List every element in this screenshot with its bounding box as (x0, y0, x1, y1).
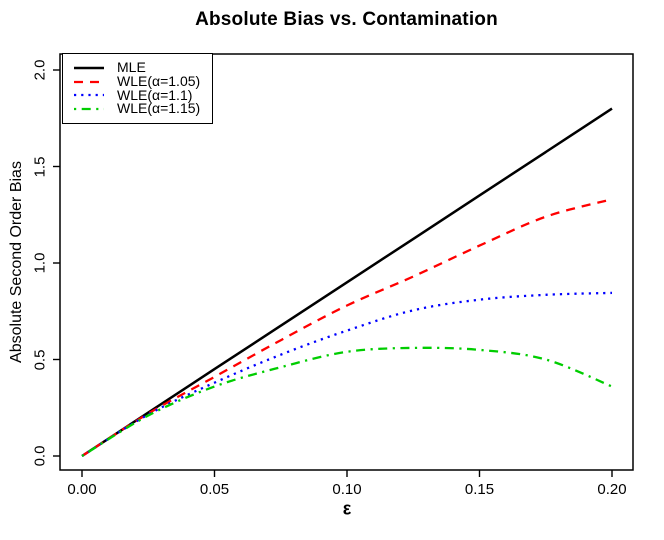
legend-entry: WLE(α=1.15) (74, 100, 208, 117)
series-line-1 (81, 107, 613, 458)
legend-label: WLE(α=1.05) (117, 73, 201, 90)
y-tick-label: 1.5 (31, 156, 49, 177)
series-line-4 (81, 346, 613, 457)
x-tick-label: 0.20 (597, 481, 627, 498)
legend-line-sample (74, 80, 104, 83)
y-tick-label: 1.0 (31, 252, 49, 274)
legend-entry: WLE(α=1.1) (74, 88, 208, 102)
y-tick-label: 0.0 (31, 445, 49, 467)
legend-label: WLE(α=1.1) (117, 86, 193, 103)
y-tick-label: 0.5 (31, 349, 49, 370)
legend: MLE WLE(α=1.05) WLE(α=1.1) WLE(α=1.15) (62, 53, 213, 124)
series-line-3 (81, 291, 613, 457)
legend-line-sample (74, 107, 104, 111)
x-tick-label: 0.05 (199, 481, 230, 498)
x-tick-label: 0.15 (464, 481, 495, 498)
x-tick-label: 0.10 (332, 481, 362, 498)
x-tick-label: 0.00 (67, 481, 97, 498)
chart-title: Absolute Bias vs. Contamination (195, 9, 498, 30)
legend-entry: WLE(α=1.05) (74, 73, 208, 90)
x-axis-title: ε (342, 498, 352, 519)
legend-label: MLE (117, 59, 146, 76)
series-line-2 (81, 198, 613, 457)
y-tick-label: 2.0 (31, 59, 49, 81)
legend-label: WLE(α=1.15) (117, 100, 201, 117)
legend-entry: MLE (74, 59, 208, 76)
legend-line-sample (74, 66, 104, 70)
legend-line-sample (74, 94, 104, 97)
